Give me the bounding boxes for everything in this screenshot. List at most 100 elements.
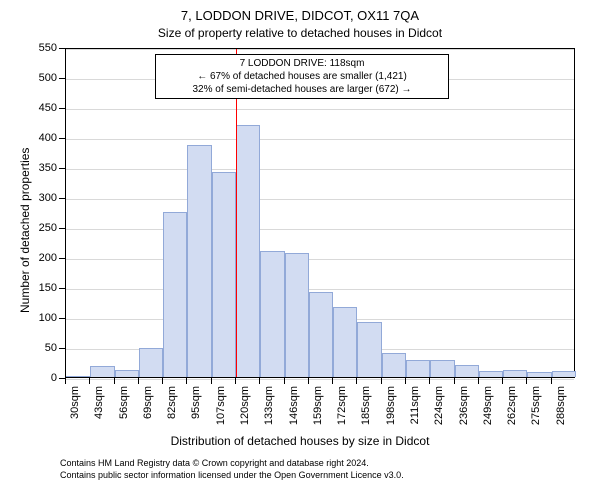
x-tick-label: 30sqm [69,386,81,436]
histogram-bar [187,145,211,377]
y-tick [59,318,65,319]
histogram-chart: 7, LODDON DRIVE, DIDCOT, OX11 7QA Size o… [0,0,600,500]
x-tick [429,378,430,384]
x-tick-label: 107sqm [215,386,227,436]
x-tick-label: 211sqm [409,386,421,436]
chart-title: 7, LODDON DRIVE, DIDCOT, OX11 7QA [0,8,600,23]
y-tick [59,348,65,349]
x-tick [332,378,333,384]
x-tick-label: 262sqm [506,386,518,436]
x-tick-label: 198sqm [385,386,397,436]
y-tick [59,108,65,109]
x-tick [502,378,503,384]
x-tick [138,378,139,384]
x-tick-label: 82sqm [166,386,178,436]
x-tick [308,378,309,384]
info-line: 7 LODDON DRIVE: 118sqm [162,57,442,70]
histogram-bar [260,251,284,377]
grid-line [66,139,574,140]
y-tick [59,48,65,49]
y-tick-label: 550 [27,42,57,54]
y-tick [59,138,65,139]
y-tick [59,78,65,79]
x-tick [65,378,66,384]
histogram-bar [139,348,163,377]
x-tick [356,378,357,384]
histogram-bar [357,322,381,377]
histogram-bar [212,172,236,377]
x-tick-label: 69sqm [142,386,154,436]
histogram-bar [285,253,309,377]
grid-line [66,229,574,230]
y-tick-label: 250 [27,222,57,234]
x-tick [284,378,285,384]
histogram-bar [406,360,430,377]
x-tick-label: 185sqm [360,386,372,436]
histogram-bar [430,360,454,377]
y-tick-label: 400 [27,132,57,144]
y-tick-label: 500 [27,72,57,84]
y-tick-label: 350 [27,162,57,174]
footnote-line1: Contains HM Land Registry data © Crown c… [60,458,369,468]
grid-line [66,49,574,50]
grid-line [66,169,574,170]
histogram-bar [527,372,551,377]
histogram-bar [66,376,90,377]
x-tick [186,378,187,384]
x-tick-label: 236sqm [458,386,470,436]
footnote-line2: Contains public sector information licen… [60,470,404,480]
info-line: ← 67% of detached houses are smaller (1,… [162,70,442,83]
x-axis-label: Distribution of detached houses by size … [0,434,600,448]
x-tick [551,378,552,384]
histogram-bar [90,366,114,377]
chart-subtitle: Size of property relative to detached ho… [0,26,600,40]
x-tick [381,378,382,384]
y-tick-label: 50 [27,342,57,354]
x-tick [526,378,527,384]
x-tick [89,378,90,384]
histogram-bar [503,370,527,377]
x-tick-label: 224sqm [433,386,445,436]
x-tick-label: 146sqm [288,386,300,436]
info-box: 7 LODDON DRIVE: 118sqm← 67% of detached … [155,54,449,99]
y-tick [59,258,65,259]
x-tick [211,378,212,384]
histogram-bar [115,370,139,377]
x-tick [114,378,115,384]
y-tick [59,168,65,169]
y-tick-label: 450 [27,102,57,114]
x-tick-label: 172sqm [336,386,348,436]
x-tick [478,378,479,384]
x-tick-label: 43sqm [93,386,105,436]
histogram-bar [479,371,503,377]
x-tick-label: 133sqm [263,386,275,436]
histogram-bar [333,307,357,377]
y-tick [59,228,65,229]
x-tick-label: 275sqm [530,386,542,436]
histogram-bar [455,365,479,377]
x-tick-label: 288sqm [555,386,567,436]
x-tick [405,378,406,384]
grid-line [66,109,574,110]
x-tick-label: 249sqm [482,386,494,436]
histogram-bar [236,125,260,377]
x-tick [235,378,236,384]
histogram-bar [382,353,406,377]
grid-line [66,199,574,200]
y-tick [59,288,65,289]
x-tick-label: 95sqm [190,386,202,436]
y-tick-label: 0 [27,372,57,384]
histogram-bar [309,292,333,377]
y-tick-label: 200 [27,252,57,264]
x-tick-label: 159sqm [312,386,324,436]
x-tick-label: 56sqm [118,386,130,436]
x-tick [259,378,260,384]
histogram-bar [552,371,576,377]
grid-line [66,259,574,260]
histogram-bar [163,212,187,377]
y-tick-label: 100 [27,312,57,324]
x-tick-label: 120sqm [239,386,251,436]
y-tick [59,198,65,199]
grid-line [66,379,574,380]
grid-line [66,289,574,290]
